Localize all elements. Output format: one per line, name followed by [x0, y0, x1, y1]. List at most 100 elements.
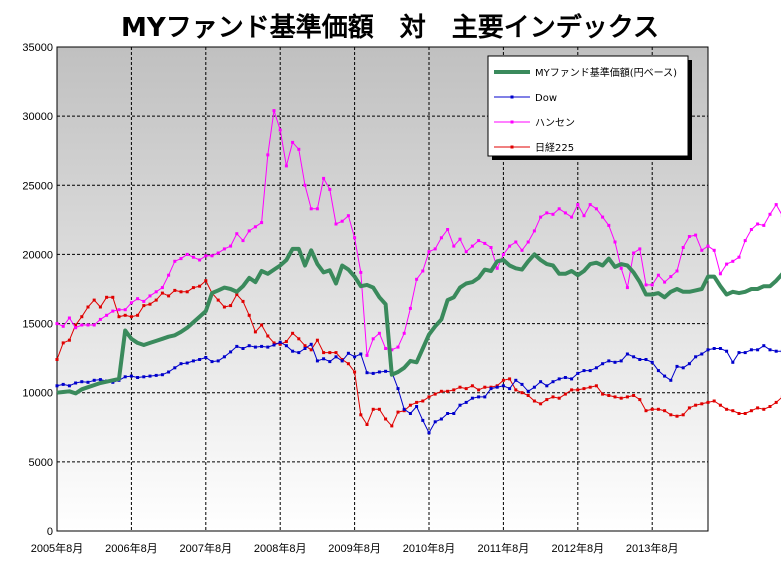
data-point	[520, 391, 524, 395]
data-point	[632, 251, 636, 255]
data-point	[340, 359, 344, 363]
data-point	[607, 394, 611, 397]
data-point	[142, 299, 146, 303]
data-point	[601, 392, 605, 396]
data-point	[625, 395, 629, 399]
data-point	[55, 358, 59, 361]
data-point	[768, 212, 772, 216]
data-point	[328, 351, 332, 355]
data-point	[762, 223, 766, 227]
data-point	[545, 211, 549, 215]
data-point	[774, 400, 778, 404]
data-point	[98, 317, 102, 321]
data-point	[650, 360, 654, 364]
data-point	[371, 337, 375, 341]
data-point	[222, 355, 226, 359]
data-point	[625, 286, 629, 290]
data-point	[377, 370, 381, 374]
data-point	[67, 338, 71, 342]
data-point	[427, 250, 431, 254]
data-point	[706, 400, 710, 404]
data-point	[532, 229, 536, 233]
data-point	[408, 306, 412, 310]
data-point	[681, 366, 685, 370]
data-point	[433, 420, 437, 424]
data-point	[731, 360, 735, 364]
data-point	[291, 140, 295, 144]
data-point	[377, 407, 381, 411]
data-point	[551, 395, 555, 399]
data-point	[303, 344, 307, 348]
data-point	[377, 331, 381, 335]
data-point	[576, 388, 580, 392]
data-point	[185, 290, 189, 294]
data-point	[353, 355, 357, 359]
data-point	[539, 380, 543, 384]
data-point	[570, 377, 574, 381]
data-point	[712, 399, 716, 403]
data-point	[582, 369, 586, 373]
data-point	[123, 375, 127, 379]
data-point	[297, 351, 301, 355]
data-point	[315, 359, 319, 363]
data-point	[613, 360, 617, 364]
data-point	[315, 207, 319, 211]
data-point	[694, 355, 698, 359]
data-point	[408, 403, 412, 407]
x-axis: 2005年8月 2006年8月 2007年8月 2008年8月 2009年8月 2010年…	[31, 541, 679, 555]
data-point	[526, 389, 530, 393]
data-point	[737, 255, 741, 259]
data-point	[588, 369, 592, 373]
data-point	[247, 229, 251, 233]
data-point	[743, 412, 747, 415]
x-tick-label: 2008年8月	[254, 541, 307, 555]
data-point	[123, 313, 127, 317]
data-point	[98, 305, 102, 309]
data-point	[433, 392, 437, 396]
data-point	[167, 273, 171, 277]
data-point	[309, 348, 313, 352]
data-point	[638, 358, 642, 361]
data-point	[613, 240, 617, 244]
data-point	[477, 388, 481, 392]
data-point	[446, 412, 450, 415]
data-point	[334, 222, 338, 226]
data-point	[365, 353, 369, 357]
data-point	[92, 378, 96, 382]
data-point	[749, 409, 753, 413]
data-point	[458, 403, 462, 407]
data-point	[167, 294, 171, 298]
x-tick-label: 2006年8月	[105, 541, 158, 555]
data-point	[346, 214, 350, 218]
data-point	[396, 410, 400, 414]
data-point	[415, 277, 419, 281]
series-group	[55, 109, 781, 435]
data-point	[532, 399, 536, 403]
x-tick-label: 2011年8月	[478, 541, 530, 555]
series-2	[55, 109, 781, 357]
data-point	[222, 305, 226, 309]
data-point	[67, 316, 71, 320]
data-point	[725, 407, 729, 411]
data-point	[346, 362, 350, 366]
data-point	[210, 360, 214, 364]
data-point	[415, 405, 419, 408]
data-point	[173, 366, 177, 370]
data-point	[756, 222, 760, 226]
data-point	[675, 269, 679, 273]
data-point	[61, 382, 65, 386]
data-point	[284, 164, 288, 168]
data-point	[167, 370, 171, 374]
data-point	[588, 385, 592, 389]
data-point	[663, 280, 667, 284]
data-point	[582, 214, 586, 218]
data-point	[111, 309, 115, 313]
data-point	[402, 331, 406, 335]
data-point	[222, 247, 226, 251]
legend-marker	[510, 120, 514, 124]
data-point	[136, 376, 140, 379]
data-point	[266, 334, 270, 338]
legend-label: 日経225	[535, 141, 574, 154]
data-point	[594, 366, 598, 370]
